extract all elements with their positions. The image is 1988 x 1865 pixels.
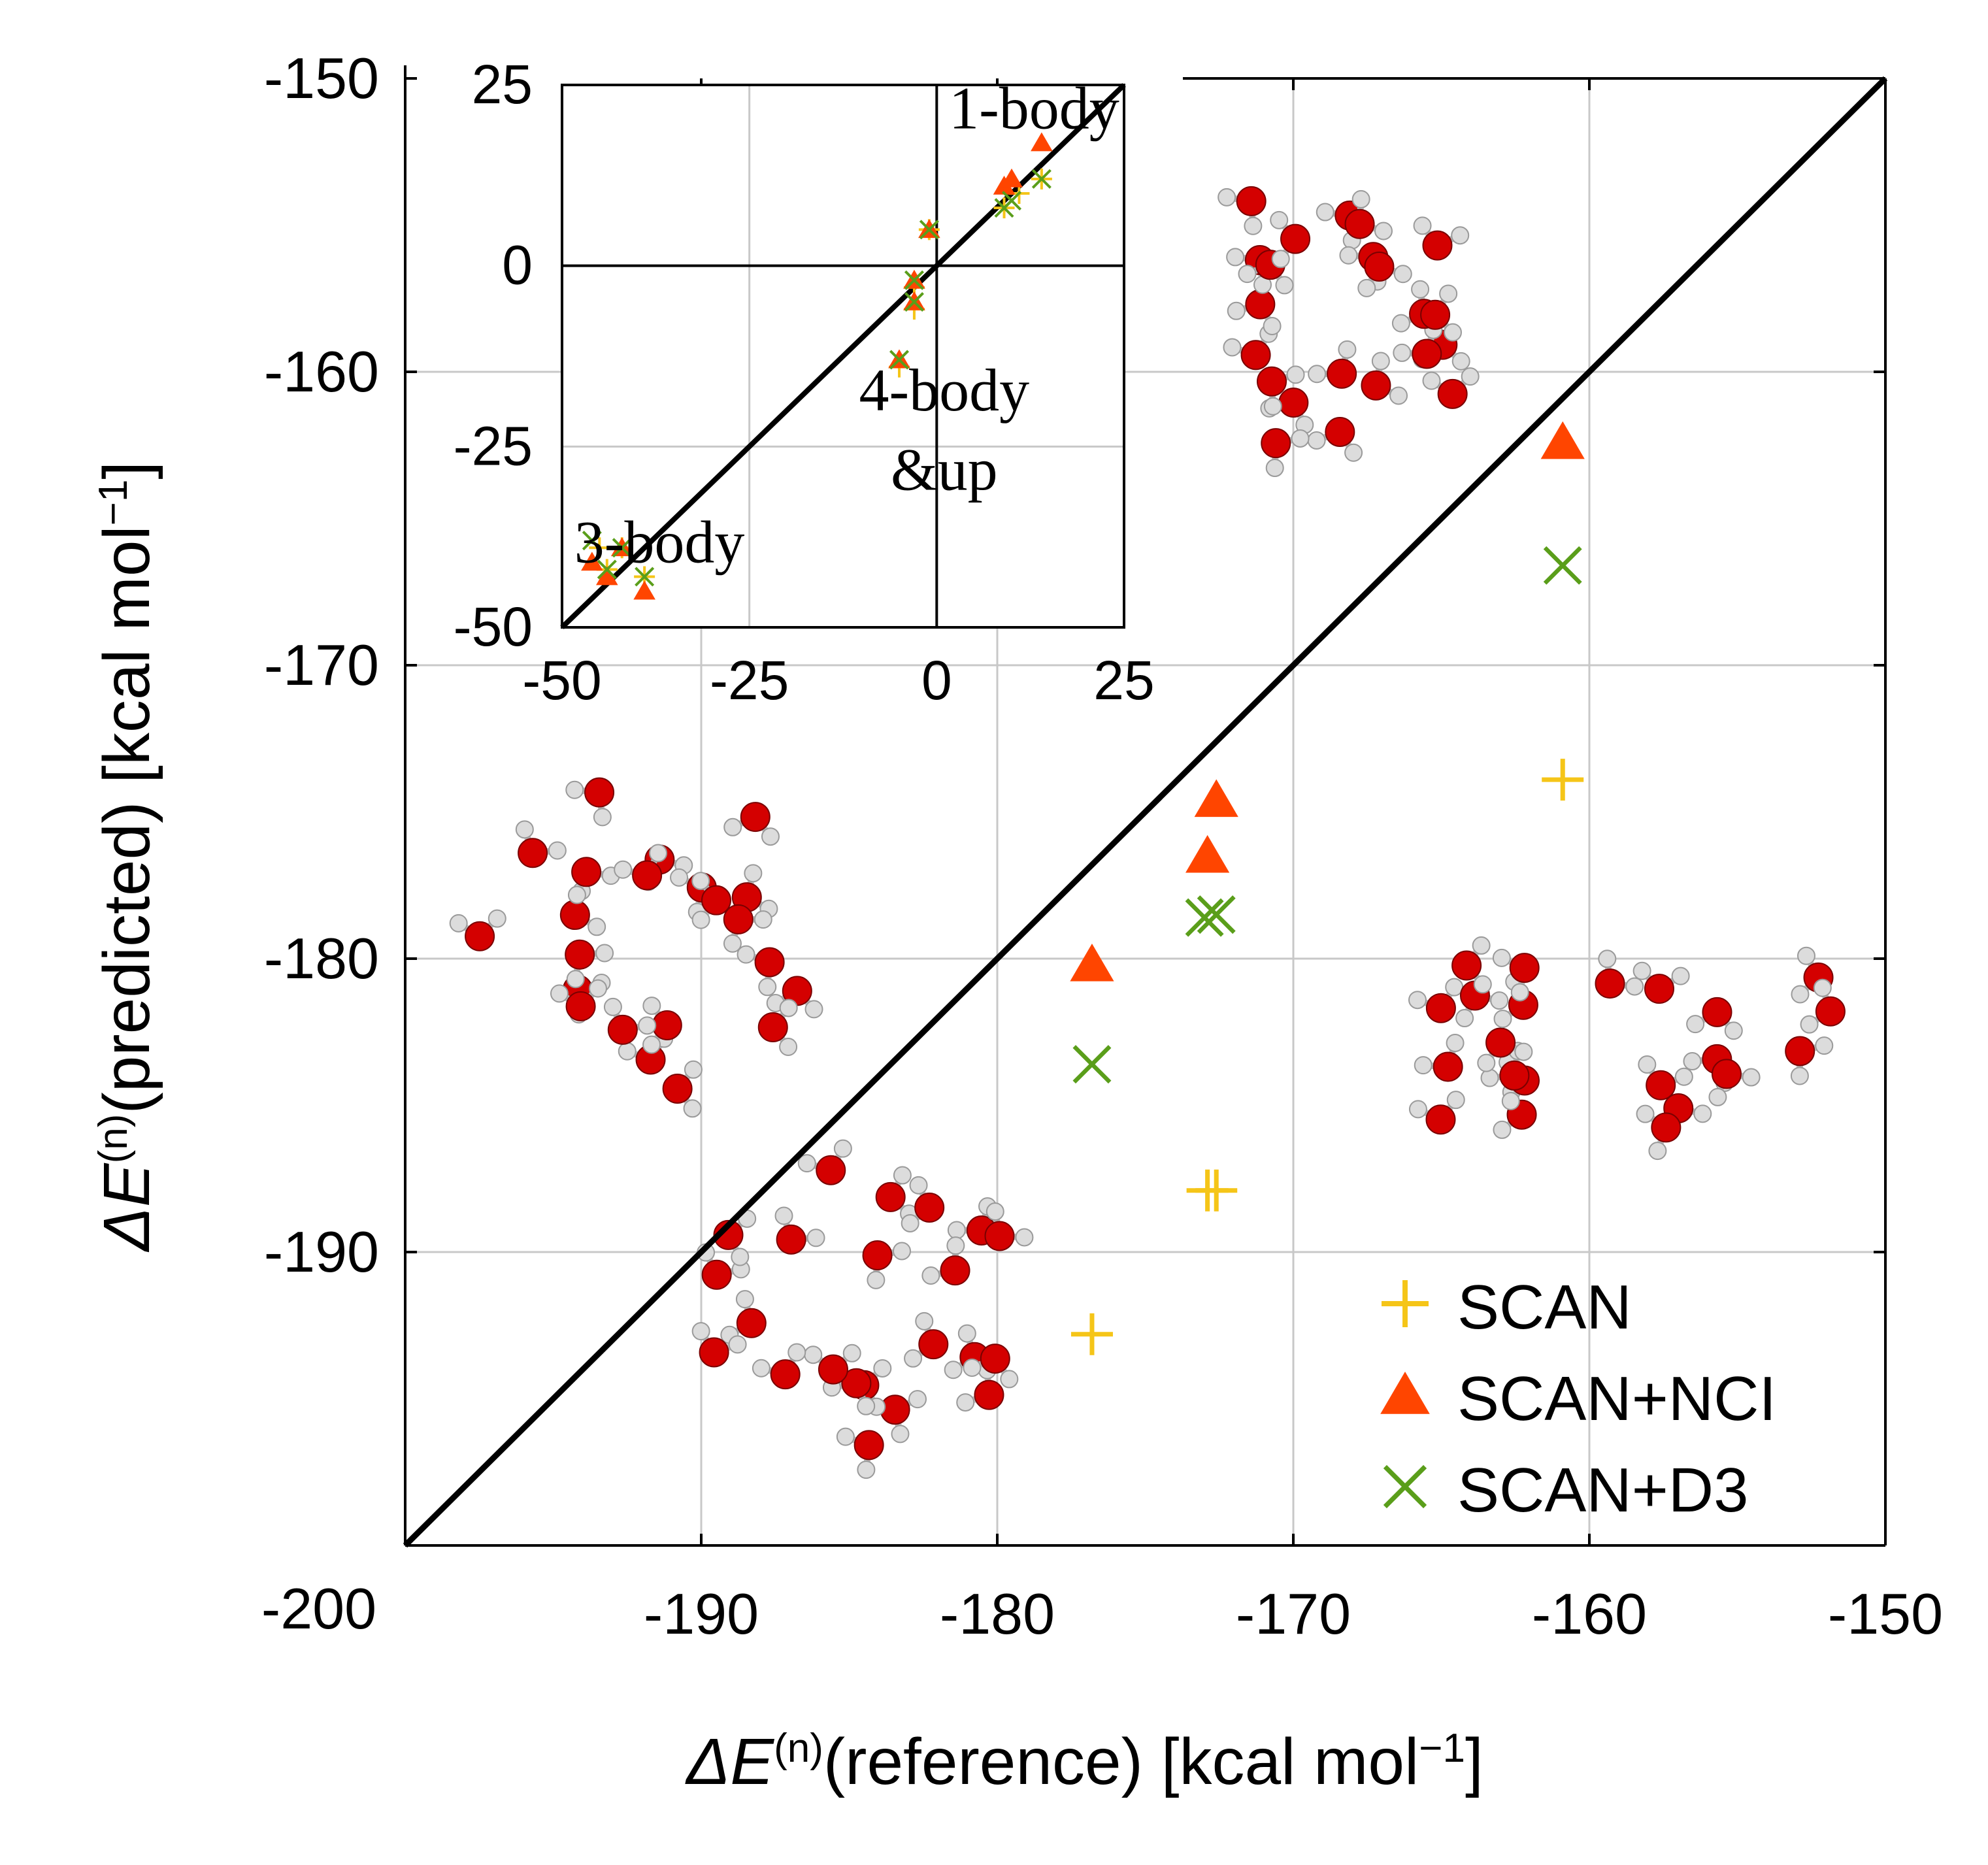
inset-point-scan-d3 (597, 559, 617, 580)
main-frame (404, 65, 1887, 1547)
inset-y-tick-label: 25 (472, 54, 533, 115)
point-scan-d3 (1543, 546, 1582, 585)
inset-x-tick-label: -50 (522, 650, 601, 711)
legend-label: SCAN+NCI (1457, 1364, 1776, 1434)
main-points (1070, 421, 1585, 1355)
main-diagonal (403, 76, 1888, 1548)
inset-point-scan-d3 (904, 270, 924, 290)
water-cluster-top-right (1218, 186, 1480, 478)
y-axis-label-main: ΔE (90, 1163, 163, 1252)
inset-y-tick-label: -50 (454, 596, 533, 657)
y-axis-label-rest: (predicted) [kcal mol (90, 525, 163, 1114)
inset-annotation: 4-body (859, 357, 1029, 423)
water-cluster-bottom (691, 1139, 1034, 1479)
inset-y-tick-label: 0 (502, 235, 533, 296)
corner-tick-label: -200 (261, 1576, 376, 1641)
main-ticks: -190 -180 -170 -160 -150 -150 -160 -170 -180 -190 (264, 46, 1943, 1646)
point-scan (1070, 1313, 1113, 1355)
inset-x-tick-label: 0 (921, 650, 952, 711)
x-axis-label-close: ] (1465, 1725, 1483, 1798)
inset-annotation: 3-body (574, 508, 745, 575)
inset-point-scan-nci (633, 580, 655, 600)
inset-point-scan-d3 (1031, 169, 1052, 189)
x-axis-label-main: ΔE (685, 1725, 774, 1798)
x-tick-label: -190 (644, 1581, 759, 1646)
x-axis-label-sup: (n) (774, 1726, 823, 1771)
point-scan-nci (1070, 943, 1114, 982)
parity-line (403, 76, 1888, 1548)
inset-point-scan-nci (1001, 168, 1023, 188)
legend-marker-scan-nci (1380, 1372, 1430, 1414)
y-axis-label-close: ] (90, 461, 163, 480)
inset-point-scan-d3 (919, 220, 939, 240)
water-cluster-left (449, 777, 823, 1118)
y-tick-label: -160 (264, 339, 379, 404)
y-axis-label: ΔE(n)(predicted) [kcal mol−1] (90, 461, 163, 1252)
legend: SCAN SCAN+NCI SCAN+D3 (1380, 1272, 1776, 1525)
point-scan-d3 (1072, 1045, 1112, 1084)
y-tick-label: -150 (264, 46, 379, 110)
x-tick-label: -160 (1532, 1581, 1647, 1646)
legend-label: SCAN (1457, 1272, 1632, 1342)
point-scan (1195, 1169, 1238, 1212)
y-tick-label: -170 (264, 633, 379, 697)
water-cluster-right (1408, 936, 1846, 1161)
point-scan-nci (1185, 834, 1230, 873)
point-scan-nci (1194, 779, 1238, 817)
inset-point-scan-d3 (612, 538, 632, 558)
y-axis-label-unit-sup: −1 (91, 480, 136, 526)
y-axis-label-sup: (n) (91, 1114, 136, 1164)
y-tick-label: -190 (264, 1219, 379, 1284)
x-axis-label: ΔE(n)(reference) [kcal mol−1] (685, 1725, 1483, 1798)
point-scan-d3 (1185, 898, 1224, 937)
inset-point-scan-d3 (889, 350, 910, 370)
legend-marker-scan (1382, 1280, 1429, 1327)
inset-frame (561, 84, 1125, 629)
inset-x-tick-label: 25 (1093, 650, 1154, 711)
x-axis-label-unit-sup: −1 (1419, 1726, 1465, 1771)
inset-y-tick-label: -25 (454, 415, 533, 476)
inset-x-tick-label: -25 (710, 650, 789, 711)
inset-point-scan-d3 (582, 531, 602, 551)
inset-point-scan-nci (581, 552, 603, 571)
inset-plot: -50 -25 0 25 25 0 -25 -50 1-body 4-body&up 3-body (454, 54, 1155, 711)
inset-annotation: 1-body (949, 74, 1119, 141)
water-cluster-images (449, 186, 1846, 1479)
inset-point-scan-d3 (635, 567, 655, 587)
inset-point-scan-d3 (1001, 191, 1022, 211)
inset-point-scan-nci (596, 566, 618, 586)
inset-parity-line (560, 83, 1126, 629)
x-axis-label-rest: (reference) [kcal mol (823, 1725, 1419, 1798)
inset-point-scan-d3 (904, 291, 924, 312)
x-tick-label: -180 (940, 1581, 1055, 1646)
x-tick-label: -150 (1828, 1581, 1943, 1646)
inset-point-scan-nci (1031, 132, 1053, 152)
point-scan (1542, 759, 1584, 801)
legend-label: SCAN+D3 (1457, 1455, 1749, 1525)
x-tick-label: -170 (1236, 1581, 1351, 1646)
point-scan-nci (1540, 421, 1585, 459)
legend-marker-scan-d3 (1383, 1464, 1427, 1509)
point-scan-d3 (1197, 895, 1236, 934)
y-tick-label: -180 (264, 926, 379, 991)
inset-annotation: &up (891, 437, 998, 503)
